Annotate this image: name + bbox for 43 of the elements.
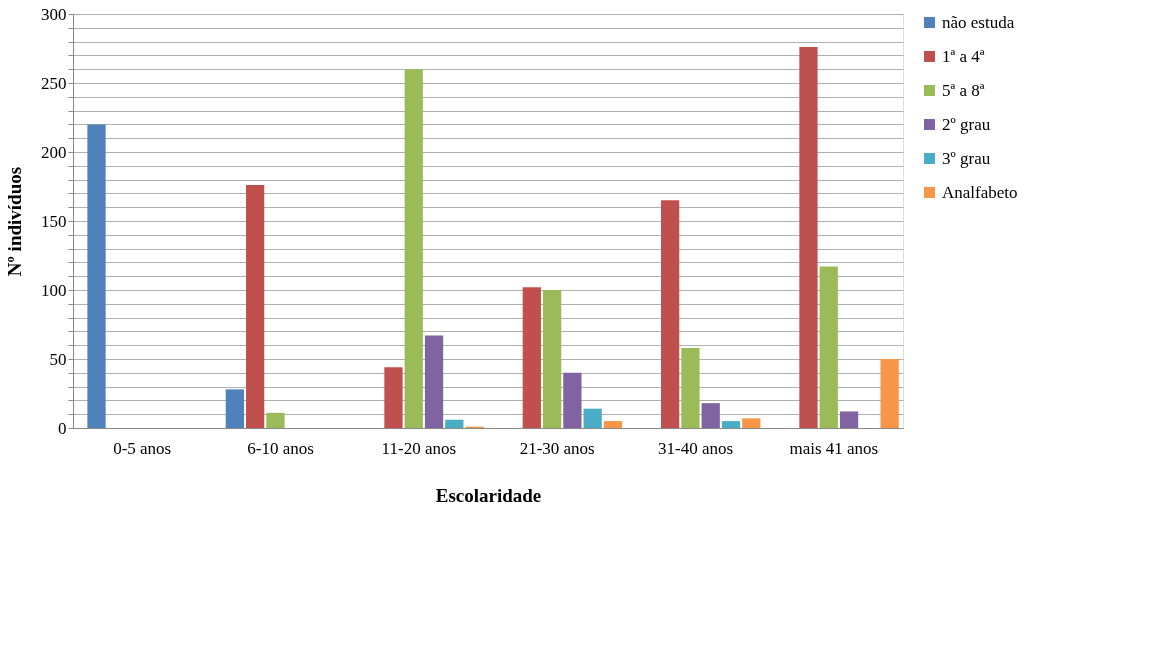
bar bbox=[246, 185, 265, 428]
bar bbox=[681, 347, 700, 428]
bar bbox=[819, 266, 838, 428]
bar bbox=[603, 421, 623, 428]
bar bbox=[404, 69, 423, 428]
x-tick-label: 31-40 anos bbox=[657, 438, 734, 458]
legend-label: 5ª a 8ª bbox=[942, 80, 985, 100]
bar bbox=[522, 287, 541, 428]
x-tick-label: 21-30 anos bbox=[519, 438, 595, 458]
bar bbox=[87, 124, 106, 428]
x-tick-label: 0-5 anos bbox=[113, 438, 172, 458]
bar bbox=[742, 418, 761, 428]
x-tick-label: 11-20 anos bbox=[381, 438, 457, 458]
y-tick-label: 50 bbox=[49, 349, 67, 369]
bar bbox=[445, 419, 464, 428]
bar bbox=[384, 367, 403, 428]
bar bbox=[661, 200, 680, 428]
legend-label: 3º grau bbox=[942, 148, 991, 168]
bar bbox=[721, 421, 741, 428]
legend-label: 1ª a 4ª bbox=[942, 46, 985, 66]
bar bbox=[701, 403, 720, 428]
y-tick-label: 200 bbox=[41, 142, 67, 162]
y-axis-title: Nº indivíduos bbox=[4, 166, 25, 277]
x-tick-label: 6-10 anos bbox=[247, 438, 314, 458]
bar bbox=[424, 335, 444, 428]
y-tick-label: 150 bbox=[41, 211, 67, 231]
legend-label: Analfabeto bbox=[942, 182, 1018, 202]
bar bbox=[225, 389, 244, 428]
bar bbox=[799, 47, 818, 428]
x-axis-title: Escolaridade bbox=[435, 484, 542, 506]
bar bbox=[583, 408, 602, 428]
bar bbox=[266, 412, 285, 428]
bar bbox=[839, 411, 859, 428]
y-tick-label: 100 bbox=[41, 280, 67, 300]
legend-label: 2º grau bbox=[942, 114, 991, 134]
bar bbox=[542, 290, 562, 428]
y-tick-label: 0 bbox=[58, 418, 67, 438]
legend-label: não estuda bbox=[942, 12, 1015, 32]
bar bbox=[563, 372, 582, 428]
bar bbox=[880, 359, 899, 428]
x-tick-label: mais 41 anos bbox=[789, 438, 879, 458]
y-tick-label: 250 bbox=[41, 73, 67, 93]
y-tick-label: 300 bbox=[41, 4, 67, 24]
